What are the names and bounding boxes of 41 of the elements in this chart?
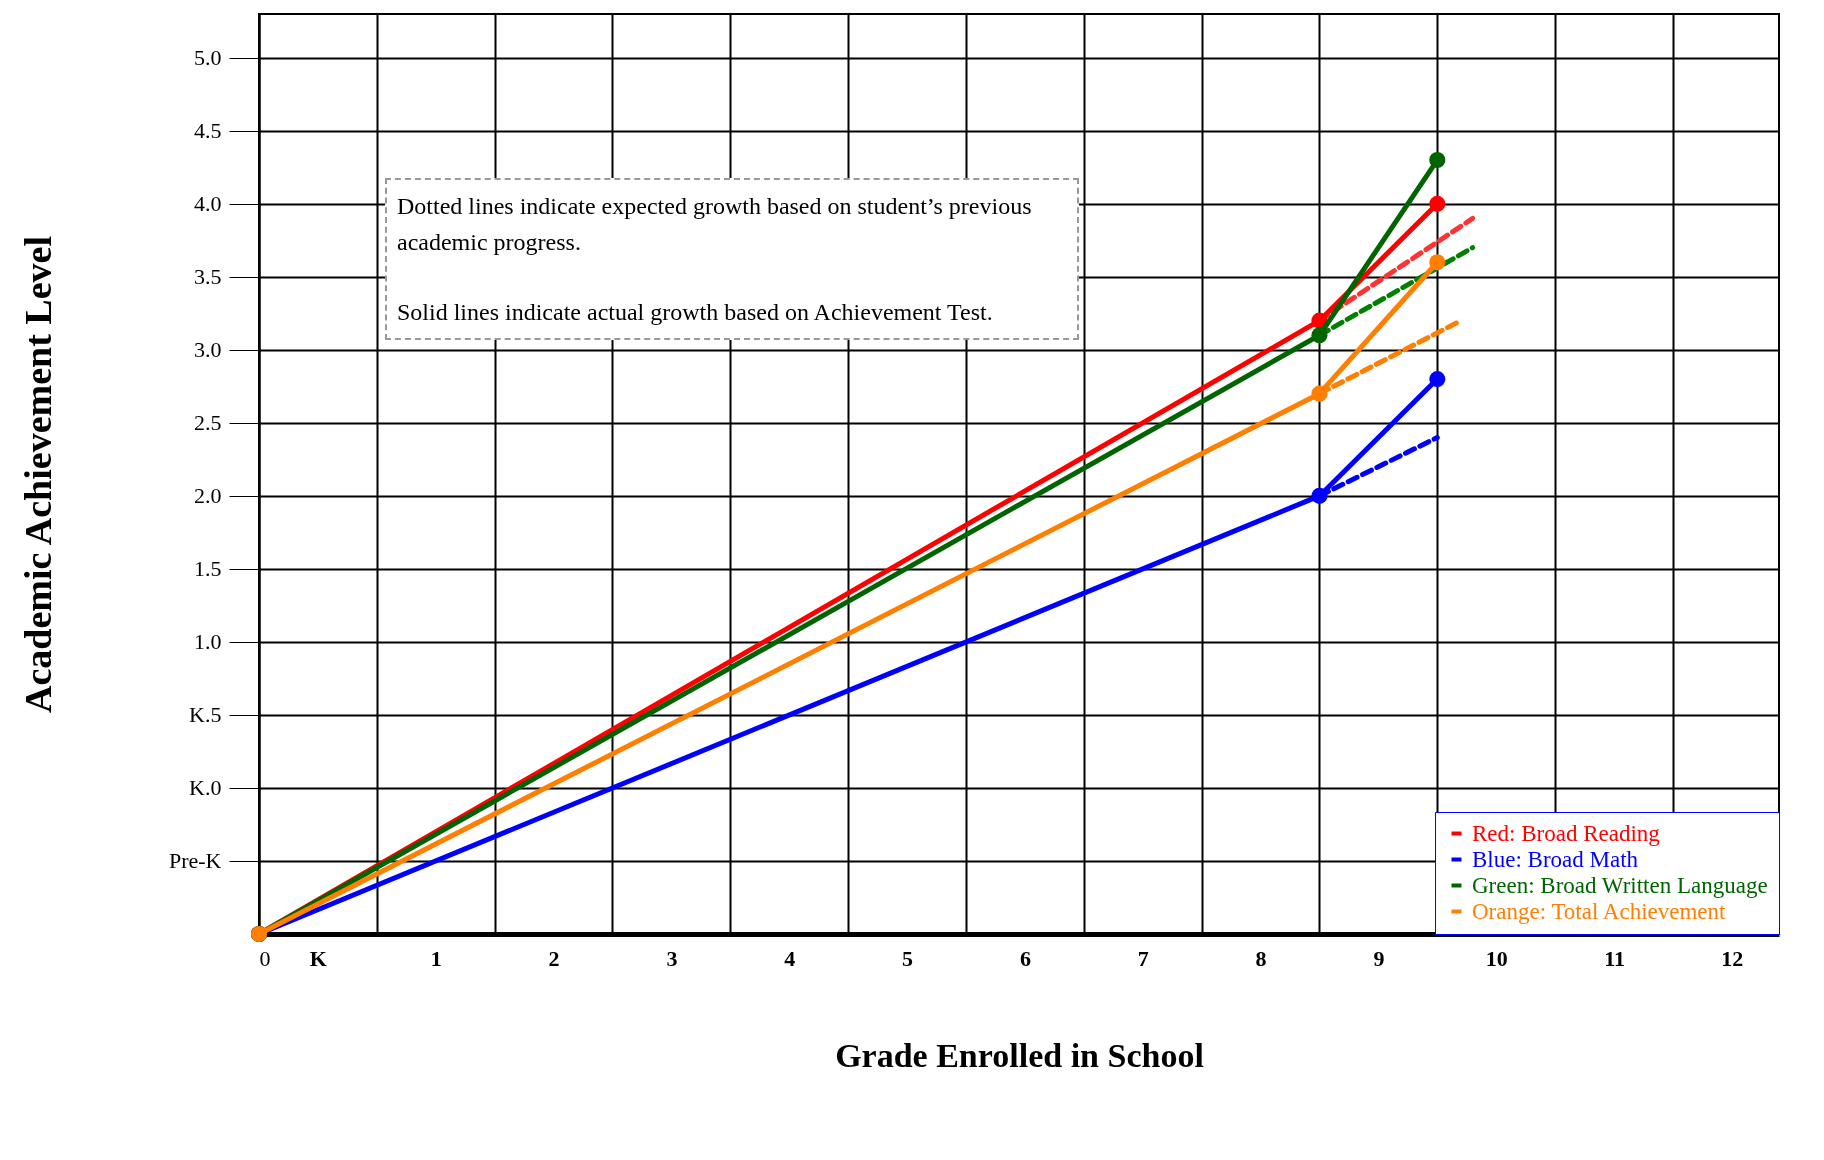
point — [1429, 254, 1446, 271]
legend-label: Blue: Broad Math — [1472, 846, 1639, 872]
point — [1429, 151, 1446, 169]
x-tick-label: 5 — [902, 945, 914, 971]
point — [1311, 385, 1328, 402]
y-tick-label: 4.0 — [194, 191, 222, 217]
x-tick-label: 4 — [784, 945, 796, 971]
x-tick-label: 3 — [666, 945, 678, 971]
y-tick-label: 3.0 — [194, 337, 222, 363]
x-tick-label: 11 — [1604, 945, 1625, 971]
x-tick-label: 8 — [1255, 945, 1267, 971]
x-tick-label: 12 — [1721, 945, 1744, 971]
x-axis-title: Grade Enrolled in School — [835, 1036, 1204, 1074]
point — [1429, 371, 1446, 388]
x-tick-label: 1 — [430, 945, 442, 971]
y-tick-label: 3.5 — [194, 264, 222, 290]
x-tick-label: 10 — [1485, 945, 1508, 971]
y-tick-label: 1.5 — [194, 556, 222, 582]
y-tick-label: K.5 — [189, 702, 222, 728]
x-tick-label: 2 — [548, 945, 560, 971]
annotation: Solid lines indicate actual growth based on Achievement Test. — [397, 298, 994, 327]
legend-label: Red: Broad Reading — [1472, 820, 1661, 846]
x-tick-label: 0 — [259, 945, 271, 971]
annotation: Dotted lines indicate expected growth based on student’s previous academic progress. — [397, 192, 1033, 257]
x-tick-label: 6 — [1019, 945, 1031, 971]
point — [1311, 327, 1328, 344]
point — [1311, 487, 1328, 504]
y-tick-label: Pre-K — [168, 848, 222, 874]
x-tick-label: 7 — [1137, 945, 1149, 971]
point — [1429, 195, 1446, 212]
legend-label: Green: Broad Written Language — [1472, 872, 1768, 898]
y-tick-label: 2.5 — [194, 410, 222, 436]
y-tick-label: 2.0 — [194, 483, 222, 509]
y-tick-label: 1.0 — [194, 629, 222, 655]
y-tick-label: K.0 — [189, 775, 222, 801]
y-tick-label: 4.5 — [194, 118, 222, 144]
y-axis-title: Academic Achievement Level — [16, 236, 59, 713]
x-tick-label: K — [309, 945, 327, 971]
y-tick-label: 5.0 — [194, 45, 222, 71]
legend-label: Orange: Total Achievement — [1472, 898, 1727, 924]
x-tick-label: 9 — [1373, 945, 1385, 971]
